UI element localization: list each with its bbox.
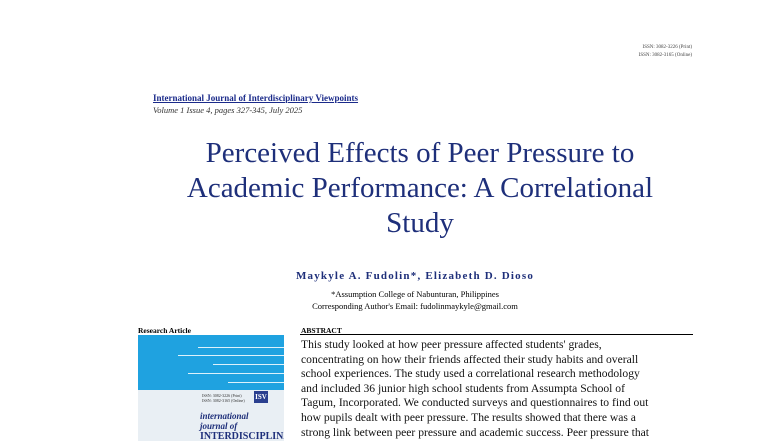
abstract-line: how pupils dealt with peer pressure. The… xyxy=(301,410,636,424)
cover-stripe xyxy=(198,347,284,348)
title-line-1: Perceived Effects of Peer Pressure to xyxy=(205,137,635,169)
abstract-line: concentrating on how their friends affec… xyxy=(301,352,639,366)
abstract-rule xyxy=(300,334,693,335)
abstract-line: Tagum, Incorporated. We conducted survey… xyxy=(301,396,649,410)
issn-block: ISSN: 3082-3226 (Print) ISSN: 3082-3165 … xyxy=(639,44,692,60)
cover-title-line-2: journal of xyxy=(200,421,238,431)
article-title: Perceived Effects of Peer Pressure to Ac… xyxy=(120,136,720,241)
abstract-line: This study looked at how peer pressure a… xyxy=(301,338,602,351)
abstract-body: This study looked at how peer pressure a… xyxy=(301,338,693,440)
cover-issn: ISSN: 3082-3226 (Print) ISSN: 3082-3165 … xyxy=(202,393,245,403)
authors: Maykyle A. Fudolin*, Elizabeth D. Dioso xyxy=(295,270,535,282)
title-line-3: Study xyxy=(386,207,454,239)
title-line-2: Academic Performance: A Correlational xyxy=(186,172,654,204)
abstract-line: and included 36 junior high school stude… xyxy=(301,381,625,395)
cover-issn-print: ISSN: 3082-3226 (Print) xyxy=(202,393,242,398)
issn-print: ISSN: 3082-3226 (Print) xyxy=(642,45,692,50)
cover-issn-online: ISSN: 3082-3165 (Online) xyxy=(202,398,245,403)
affiliation-block: *Assumption College of Nabunturan, Phili… xyxy=(0,288,784,312)
abstract-heading: ABSTRACT xyxy=(301,326,342,335)
cover-banner xyxy=(138,335,284,390)
abstract-line: school experiences. The study used a cor… xyxy=(301,367,640,381)
volume-info: Volume 1 Issue 4, pages 327-345, July 20… xyxy=(153,105,303,115)
cover-stripe xyxy=(188,373,284,374)
cover-logo: ISV xyxy=(254,391,268,403)
journal-name-link[interactable]: International Journal of Interdisciplina… xyxy=(153,93,359,103)
cover-title-line-1: international xyxy=(200,411,249,421)
affiliation: *Assumption College of Nabunturan, Phili… xyxy=(331,289,499,299)
corresponding-email: Corresponding Author's Email: fudolinmay… xyxy=(312,301,518,311)
cover-stripe xyxy=(213,364,284,365)
cover-title-line-3: INTERDISCIPLINARY xyxy=(200,431,284,441)
abstract-line: strong link between peer pressure and ac… xyxy=(301,425,649,439)
cover-stripe xyxy=(178,355,284,356)
issn-online: ISSN: 3082-3165 (Online) xyxy=(638,53,692,58)
cover-stripe xyxy=(228,382,284,383)
journal-cover-image: ISSN: 3082-3226 (Print) ISSN: 3082-3165 … xyxy=(138,335,284,441)
article-type-label: Research Article xyxy=(138,326,191,335)
